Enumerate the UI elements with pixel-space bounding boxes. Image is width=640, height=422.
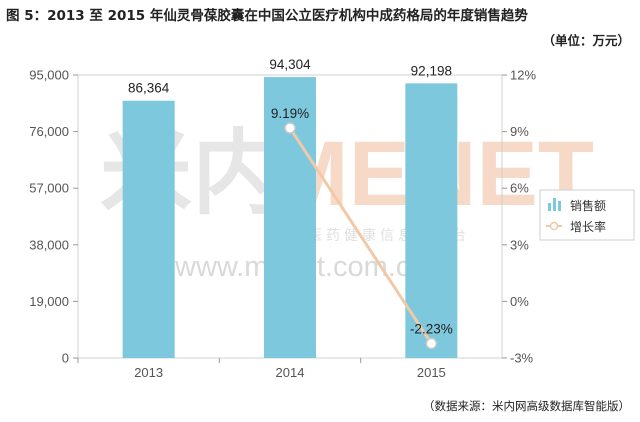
data-labels: 86,364 94,304 92,198 9.19% -2.23%: [128, 57, 453, 336]
bar-data-label: 94,304: [269, 57, 311, 72]
left-axis-tick-label: 76,000: [29, 124, 69, 139]
x-axis-tick-label: 2013: [134, 365, 163, 380]
bar-data-label: 92,198: [411, 63, 452, 78]
growth-data-label: -2.23%: [410, 321, 453, 336]
data-source: （数据来源：米内网高级数据库智能版）: [423, 399, 630, 413]
legend-item-growth: 增长率: [570, 219, 606, 234]
left-axis-tick-label: 0: [62, 351, 69, 366]
x-axis-tick-label: 2015: [417, 365, 446, 380]
right-axis-tick-label: 9%: [510, 124, 529, 139]
legend-bar-icon: [548, 198, 561, 211]
legend-item-sales: 销售额: [570, 198, 606, 213]
left-axis-tick-label: 95,000: [29, 68, 69, 83]
bar-data-label: 86,364: [128, 81, 170, 96]
left-axis-tick-label: 38,000: [29, 237, 69, 252]
x-axis: 2013 2014 2015: [77, 358, 446, 380]
right-axis-tick-label: -3%: [510, 351, 534, 366]
legend: 销售额 增长率: [539, 189, 635, 241]
right-axis: -3% 0% 3% 6% 9% 12%: [502, 68, 536, 366]
bar: [405, 83, 458, 358]
right-axis-tick-label: 3%: [510, 237, 529, 252]
bar: [122, 100, 175, 358]
left-axis: 0 19,000 38,000 57,000 76,000 95,000: [29, 68, 78, 366]
x-axis-tick-label: 2014: [276, 365, 305, 380]
growth-point: [284, 122, 296, 134]
right-axis-tick-label: 0%: [510, 294, 529, 309]
right-axis-tick-label: 6%: [510, 181, 529, 196]
growth-point: [425, 337, 438, 350]
right-axis-tick-label: 12%: [510, 68, 536, 83]
left-axis-tick-label: 57,000: [29, 181, 69, 196]
left-axis-tick-label: 19,000: [29, 294, 69, 309]
legend-line-icon: [546, 221, 562, 231]
unit-label: （单位：万元）: [542, 33, 630, 48]
growth-data-label: 9.19%: [271, 106, 309, 121]
growth-line: [288, 127, 433, 345]
chart-title: 图 5：2013 至 2015 年仙灵骨葆胶囊在中国公立医疗机构中成药格局的年度…: [6, 8, 528, 24]
line-series: [284, 122, 438, 350]
